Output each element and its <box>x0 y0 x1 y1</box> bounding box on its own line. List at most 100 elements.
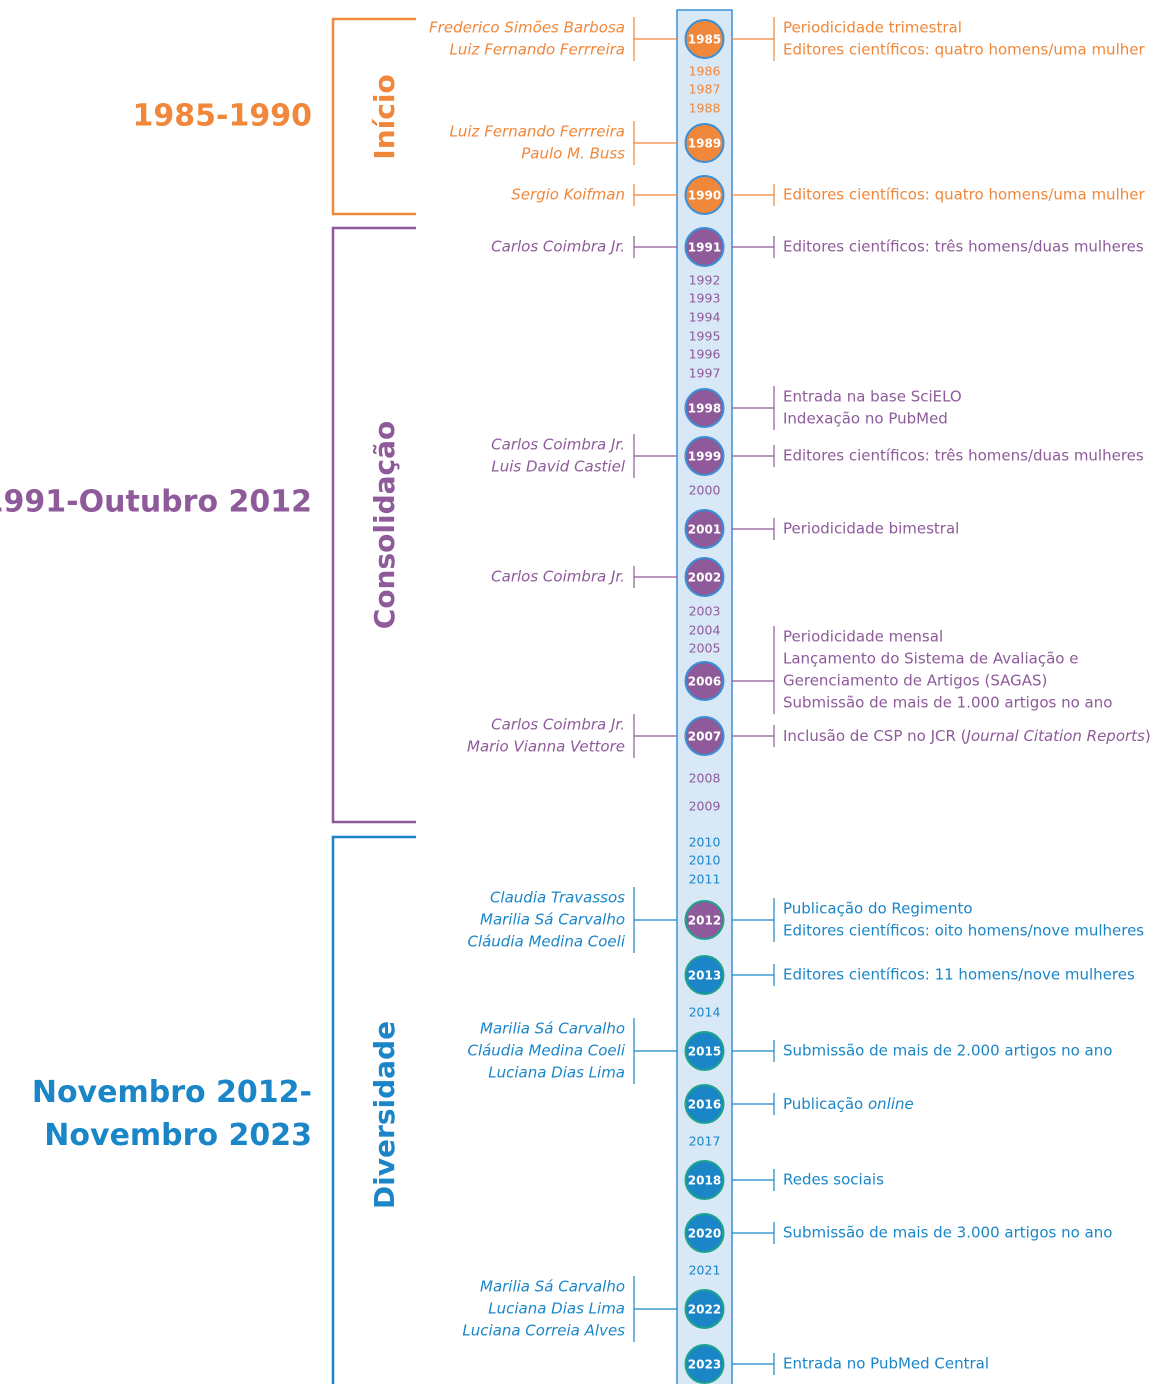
editor-name: Luiz Fernando Ferrreira <box>450 41 625 59</box>
year-label: 2012 <box>688 914 721 928</box>
event-text: Redes sociais <box>783 1171 884 1189</box>
year-label: 1995 <box>689 329 721 344</box>
year-circle <box>684 955 725 995</box>
year-label: 2001 <box>688 523 721 537</box>
event-bracket <box>732 17 775 61</box>
year-label: 1993 <box>689 291 721 306</box>
year-label: 1998 <box>688 402 721 416</box>
year-label: 2017 <box>689 1134 721 1149</box>
year-label: 1991 <box>688 241 721 255</box>
year-label: 2010 <box>689 835 721 850</box>
editor-name: Sergio Koifman <box>511 186 625 204</box>
editor-name: Luciana Correia Alves <box>462 1322 625 1340</box>
editor-bracket <box>633 566 677 588</box>
year-label: 1989 <box>688 137 721 151</box>
phase-bracket <box>331 226 416 824</box>
year-circle <box>684 1084 725 1124</box>
event-text: Inclusão de CSP no JCR (Journal Citation… <box>783 727 1151 745</box>
event-text: Indexação no PubMed <box>783 410 948 428</box>
year-label: 2014 <box>689 1005 721 1020</box>
event-bracket <box>732 236 775 258</box>
editor-name: Marilia Sá Carvalho <box>480 911 625 929</box>
year-circle <box>684 227 725 267</box>
event-text: Editores científicos: três homens/duas m… <box>783 447 1144 465</box>
event-text: Entrada na base SciELO <box>783 388 962 406</box>
event-run: online <box>868 1095 914 1113</box>
event-bracket <box>732 964 775 986</box>
year-label: 2016 <box>688 1098 721 1112</box>
event-bracket <box>732 386 775 430</box>
year-circle <box>684 900 725 940</box>
year-circle <box>684 436 725 476</box>
year-label: 2015 <box>688 1045 721 1059</box>
year-label: 2002 <box>688 571 721 585</box>
event-text: Lançamento do Sistema de Avaliação e <box>783 650 1078 668</box>
editor-name: Carlos Coimbra Jr. <box>491 436 625 454</box>
year-label: 2020 <box>688 1227 721 1241</box>
year-label: 1997 <box>689 366 721 381</box>
year-circle <box>684 1031 725 1071</box>
editor-name: Paulo M. Buss <box>521 145 625 163</box>
year-label: 2023 <box>688 1358 721 1372</box>
year-label: 2013 <box>688 969 721 983</box>
event-bracket <box>732 1169 775 1191</box>
editor-bracket <box>633 121 677 165</box>
event-text: Periodicidade trimestral <box>783 19 962 37</box>
event-run: Journal Citation Reports <box>964 727 1146 745</box>
editor-name: Frederico Simões Barbosa <box>429 19 625 37</box>
editor-bracket <box>633 236 677 258</box>
event-bracket <box>732 1222 775 1244</box>
event-bracket <box>732 898 775 942</box>
year-label: 2008 <box>689 771 721 786</box>
year-label: 2010 <box>689 853 721 868</box>
event-bracket <box>732 1093 775 1115</box>
year-label: 2009 <box>689 799 721 814</box>
editor-bracket <box>633 714 677 758</box>
year-label: 2005 <box>689 641 721 656</box>
phase-period: Novembro 2023 <box>44 1118 312 1153</box>
year-circle <box>684 1344 725 1384</box>
event-text: Entrada no PubMed Central <box>783 1355 989 1373</box>
year-label: 2021 <box>689 1263 721 1278</box>
event-run: Publicação <box>783 1095 868 1113</box>
phase-name: Início <box>368 74 401 159</box>
event-bracket <box>732 1353 775 1375</box>
event-text: Publicação online <box>783 1095 914 1113</box>
year-label: 1990 <box>688 189 721 203</box>
event-text: Publicação do Regimento <box>783 900 973 918</box>
year-label: 1987 <box>689 82 721 97</box>
year-circle <box>684 716 725 756</box>
event-text: Submissão de mais de 1.000 artigos no an… <box>783 694 1112 712</box>
year-circle <box>684 1289 725 1329</box>
editor-name: Cláudia Medina Coeli <box>467 933 625 951</box>
year-label: 1992 <box>689 273 721 288</box>
event-text: Submissão de mais de 2.000 artigos no an… <box>783 1042 1112 1060</box>
editor-bracket <box>633 434 677 478</box>
editor-bracket <box>633 184 677 206</box>
year-label: 1985 <box>688 33 721 47</box>
year-label: 2007 <box>688 730 721 744</box>
editor-bracket <box>633 17 677 61</box>
year-label: 2000 <box>689 483 721 498</box>
event-bracket <box>732 518 775 540</box>
event-text: Periodicidade mensal <box>783 628 943 646</box>
event-text: Submissão de mais de 3.000 artigos no an… <box>783 1224 1112 1242</box>
event-bracket <box>732 184 775 206</box>
editor-bracket <box>633 887 677 953</box>
event-text: Periodicidade bimestral <box>783 520 959 538</box>
event-text: Editores científicos: quatro homens/uma … <box>783 186 1145 204</box>
event-bracket <box>732 445 775 467</box>
year-circle <box>684 1213 725 1253</box>
year-label: 2003 <box>689 604 721 619</box>
editor-name: Carlos Coimbra Jr. <box>491 238 625 256</box>
event-run: Inclusão de CSP no JCR ( <box>783 727 967 745</box>
editor-name: Luciana Dias Lima <box>488 1300 625 1318</box>
year-label: 2006 <box>688 675 721 689</box>
phase-name: Diversidade <box>368 1021 401 1209</box>
editor-name: Claudia Travassos <box>490 889 625 907</box>
year-label: 2011 <box>689 872 721 887</box>
event-text: Editores científicos: oito homens/nove m… <box>783 922 1144 940</box>
year-circle <box>684 123 725 163</box>
event-text: Editores científicos: três homens/duas m… <box>783 238 1144 256</box>
phase-name: Consolidação <box>368 421 401 629</box>
